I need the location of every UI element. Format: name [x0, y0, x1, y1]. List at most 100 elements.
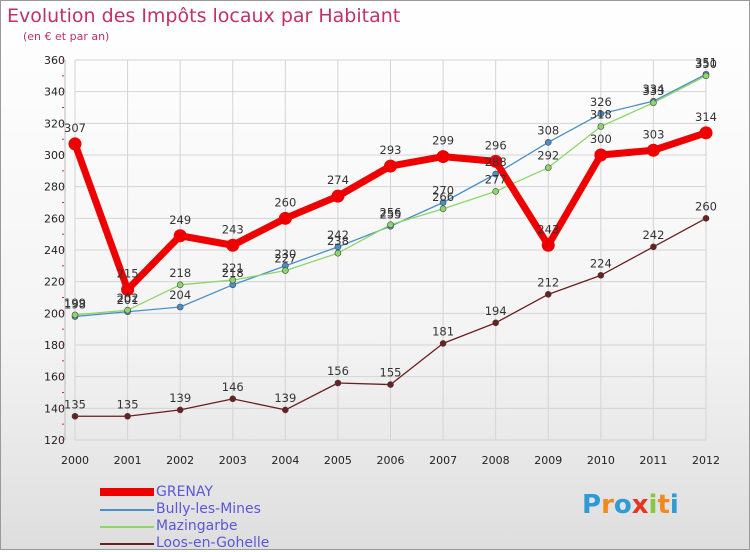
x-tick-label: 2009: [534, 454, 562, 467]
data-point: [334, 243, 342, 251]
data-point: [702, 215, 710, 222]
axes: 120 140 160 180 200 220 240 260 280 300 320 340 360 2…: [44, 54, 720, 467]
logo-letter: i: [669, 490, 679, 520]
data-label: 277: [485, 172, 507, 186]
data-label: 249: [169, 213, 191, 227]
x-tick-label: 2011: [639, 454, 667, 467]
data-point: [124, 306, 131, 314]
data-point: [702, 72, 710, 80]
data-label: 155: [380, 366, 402, 380]
data-point: [68, 137, 82, 151]
data-label: 242: [642, 228, 664, 242]
data-point: [278, 211, 292, 225]
data-point: [229, 395, 237, 403]
data-label: 230: [274, 247, 296, 261]
data-label: 260: [695, 199, 717, 213]
data-label: 350: [695, 57, 717, 71]
data-point: [384, 159, 397, 173]
data-label: 260: [274, 195, 296, 209]
data-label: 334: [642, 82, 664, 96]
data-label: 326: [590, 95, 612, 109]
data-label: 199: [64, 296, 86, 310]
x-tick-label: 2000: [61, 454, 89, 467]
data-point: [597, 110, 605, 118]
x-tick-label: 2008: [482, 454, 510, 467]
data-point: [594, 148, 608, 162]
data-point: [489, 154, 503, 168]
data-point: [387, 381, 394, 388]
logo-letter: o: [613, 490, 632, 520]
data-point: [121, 283, 135, 297]
data-label: 238: [327, 234, 349, 248]
logo-letter: r: [601, 490, 614, 520]
y-tick-label: 260: [44, 212, 65, 225]
data-label: 299: [432, 134, 454, 148]
x-tick-label: 2004: [271, 454, 299, 467]
y-tick-label: 160: [44, 371, 65, 384]
y-tick-label: 320: [44, 117, 65, 130]
chart-subtitle: (en € et par an): [23, 30, 110, 43]
x-tick-label: 2006: [377, 454, 405, 467]
data-point: [541, 238, 555, 252]
data-point: [436, 150, 450, 164]
legend-label: Bully-les-Mines: [156, 501, 261, 517]
y-tick-label: 240: [44, 244, 65, 257]
data-label: 307: [64, 121, 86, 135]
y-tick-label: 180: [44, 339, 65, 352]
data-point: [544, 291, 552, 298]
data-label: 194: [485, 304, 507, 318]
data-label: 256: [380, 206, 402, 220]
data-label: 202: [117, 291, 139, 305]
y-tick-label: 120: [44, 434, 65, 447]
data-point: [282, 267, 289, 274]
data-point: [173, 229, 187, 243]
data-point: [492, 170, 499, 178]
legend-swatch: [100, 488, 154, 496]
data-point: [387, 221, 394, 228]
data-label: 314: [695, 110, 717, 124]
legend-label: Loos-en-Gohelle: [156, 535, 270, 551]
y-tick-label: 340: [44, 86, 65, 99]
data-point: [597, 123, 605, 130]
y-tick-label: 360: [44, 54, 65, 67]
data-label: 204: [169, 288, 191, 302]
data-point: [124, 412, 131, 420]
data-point: [71, 311, 79, 319]
data-label: 212: [537, 275, 559, 289]
data-label: 227: [274, 252, 296, 266]
y-tick-label: 200: [44, 307, 65, 320]
data-label: 293: [380, 143, 402, 157]
logo-letter: i: [648, 490, 658, 520]
x-tick-label: 2003: [219, 454, 247, 467]
proxiti-logo: Proxiti: [582, 490, 679, 520]
data-label: 243: [537, 222, 559, 236]
data-point: [650, 99, 657, 107]
data-point: [646, 143, 660, 157]
x-tick-label: 2002: [166, 454, 194, 467]
data-label: 215: [117, 267, 139, 281]
x-tick-label: 2012: [692, 454, 720, 467]
x-tick-label: 2001: [114, 454, 142, 467]
data-point: [492, 188, 499, 195]
data-point: [176, 303, 184, 311]
x-tick-label: 2010: [587, 454, 615, 467]
data-label: 288: [485, 155, 507, 169]
chart-title: Evolution des Impôts locaux par Habitant: [7, 5, 401, 27]
data-point: [334, 379, 342, 387]
logo-letter: P: [582, 490, 602, 520]
series-group: [68, 70, 713, 420]
data-point: [544, 139, 552, 146]
data-label: 292: [537, 149, 559, 163]
x-tick-label: 2005: [324, 454, 352, 467]
y-tick-label: 300: [44, 149, 65, 162]
data-label: 135: [117, 397, 139, 411]
data-point: [544, 164, 552, 171]
data-label: 333: [642, 84, 664, 98]
data-label: 181: [432, 324, 454, 338]
data-label: 255: [380, 207, 402, 221]
data-point: [439, 199, 447, 206]
data-point: [699, 126, 713, 140]
data-point: [229, 276, 237, 284]
data-label: 156: [327, 364, 349, 378]
